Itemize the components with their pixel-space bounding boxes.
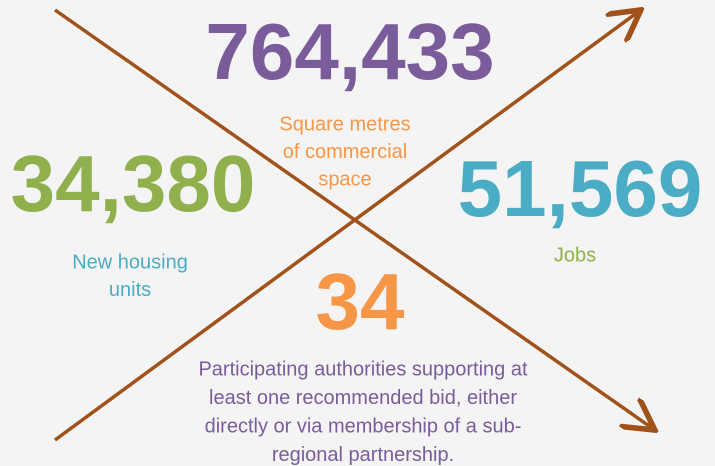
figure-caption: of commercial: [283, 141, 407, 163]
figures: 764,433 Square metres of commercial space 34…: [11, 7, 703, 466]
figure-value: 34: [316, 257, 405, 346]
arrow: [53, 12, 638, 442]
figure-caption: Square metres: [279, 113, 410, 135]
figure-caption: Participating authorities supporting at: [198, 358, 528, 380]
figure-caption: New housing: [72, 251, 188, 273]
figure-value: 764,433: [205, 7, 494, 96]
figure-caption: directly or via membership of a sub-: [205, 415, 522, 437]
figure-value: 51,569: [458, 144, 703, 233]
figure-caption: units: [109, 279, 151, 301]
figure-value: 34,380: [11, 139, 256, 228]
figure-caption: Jobs: [554, 244, 596, 266]
figure-caption: regional partnership.: [272, 444, 454, 466]
figure-caption: space: [318, 168, 371, 190]
figure-caption: least one recommended bid, either: [209, 387, 517, 409]
